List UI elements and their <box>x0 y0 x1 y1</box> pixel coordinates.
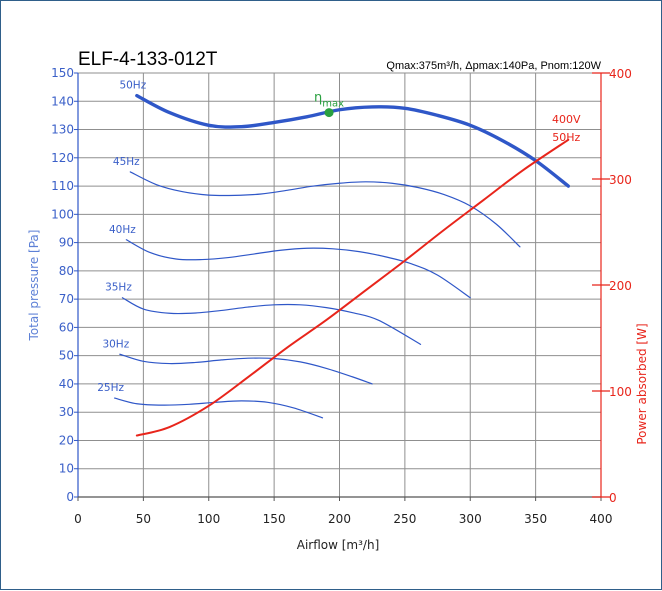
y-tick-label: 30 <box>59 405 74 419</box>
series-line-400v-50hz <box>135 138 570 437</box>
x-tick-label: 350 <box>524 512 547 526</box>
series-line-40hz <box>125 239 471 299</box>
y-tick-label: 110 <box>51 179 74 193</box>
y-tick-label: 150 <box>51 66 74 80</box>
series-line-25hz <box>114 397 324 419</box>
y-tick-label: 10 <box>59 462 74 476</box>
y-tick-label: 20 <box>59 433 74 447</box>
x-tick-label: 150 <box>263 512 286 526</box>
series-label-35hz: 35Hz <box>105 282 132 294</box>
chart-title: ELF-4-133-012T <box>78 49 218 70</box>
y-tick-label: 80 <box>59 264 74 278</box>
x-tick-label: 0 <box>74 512 82 526</box>
x-tick-label: 200 <box>328 512 351 526</box>
y2-tick-label: 400 <box>609 67 632 81</box>
y-axis-label: Total pressure [Pa] <box>27 230 41 342</box>
y-tick-label: 50 <box>59 349 74 363</box>
series-line-45hz <box>129 171 521 248</box>
y-tick-label: 60 <box>59 320 74 334</box>
series-label-power: 400V <box>552 113 581 126</box>
x-tick-label: 250 <box>393 512 416 526</box>
eta-max-annotation: ηmax <box>314 91 344 118</box>
chart-spec: Qmax:375m³/h, Δpmax:140Pa, Pnom:120W <box>386 60 601 72</box>
y2-tick-label: 200 <box>609 279 632 293</box>
series-line-30hz <box>119 353 373 385</box>
y-tick-label: 120 <box>51 151 74 165</box>
series-label-30hz: 30Hz <box>102 338 129 350</box>
series-line-50hz <box>135 93 571 188</box>
y2-axis-label: Power absorbed [W] <box>635 323 649 444</box>
axes <box>74 72 610 501</box>
x-tick-label: 400 <box>590 512 613 526</box>
y-tick-label: 90 <box>59 236 74 250</box>
grid <box>78 72 602 497</box>
series-label-25hz: 25Hz <box>97 382 124 394</box>
series-label-45hz: 45Hz <box>113 156 140 168</box>
y-tick-label: 70 <box>59 292 74 306</box>
x-tick-label: 100 <box>197 512 220 526</box>
y2-tick-label: 0 <box>609 491 617 505</box>
series-labels: 50Hz 45Hz 40Hz 35Hz 30Hz 25Hz 400V 50Hz <box>97 80 581 394</box>
x-tick-label: 300 <box>459 512 482 526</box>
series-label-50hz: 50Hz <box>119 80 146 92</box>
y-tick-label: 130 <box>51 123 74 137</box>
eta-max-point <box>324 108 334 118</box>
y-tick-label: 100 <box>51 207 74 221</box>
y-tick-label: 40 <box>59 377 74 391</box>
x-axis-label: Airflow [m³/h] <box>297 538 380 552</box>
curves <box>114 93 571 437</box>
y-tick-label: 0 <box>66 490 74 504</box>
series-label-40hz: 40Hz <box>109 224 136 236</box>
tick-labels: 0 10 20 30 40 50 60 70 80 90 100 110 120 130 140 150 0 50… <box>51 66 632 526</box>
y2-tick-label: 300 <box>609 173 632 187</box>
eta-max-label: ηmax <box>314 91 344 110</box>
series-label-power: 50Hz <box>552 131 580 144</box>
x-tick-label: 50 <box>136 512 151 526</box>
series-line-35hz <box>121 297 422 345</box>
y2-tick-label: 100 <box>609 385 632 399</box>
y-tick-label: 140 <box>51 94 74 108</box>
